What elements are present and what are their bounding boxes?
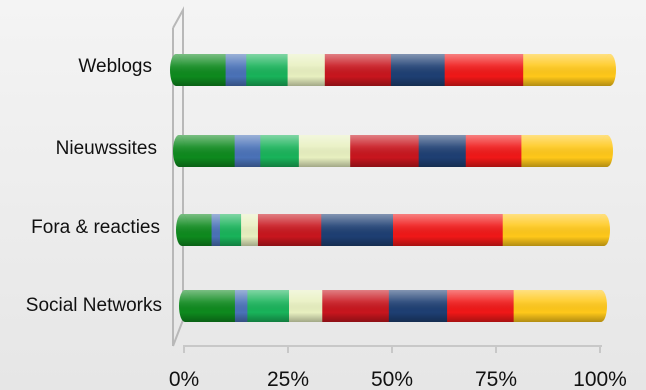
- category-label-fora-reacties: Fora & reacties: [31, 217, 160, 238]
- x-tick-label-50: 50%: [371, 368, 413, 390]
- bar-cap-shading-social-networks: [595, 290, 607, 322]
- bar-cap-shading-fora-reacties: [598, 214, 610, 246]
- bars-layer: [170, 54, 616, 322]
- bar-cap-shading-weblogs: [170, 54, 182, 86]
- bar-shading-social-networks: [185, 290, 601, 322]
- bar-cap-shading-social-networks: [179, 290, 191, 322]
- chart-floor-front: [172, 319, 184, 347]
- x-tick-label-25: 25%: [267, 368, 309, 390]
- category-label-social-networks: Social Networks: [26, 295, 162, 316]
- bar-cap-shading-nieuwssites: [601, 135, 613, 167]
- category-label-weblogs: Weblogs: [78, 56, 152, 77]
- bar-shading-weblogs: [176, 54, 610, 86]
- bar-cap-shading-nieuwssites: [173, 135, 185, 167]
- x-axis-ticks: [183, 346, 601, 353]
- x-tick-label-100: 100%: [573, 368, 627, 390]
- category-label-nieuwssites: Nieuwssites: [56, 138, 157, 159]
- bar-shading-nieuwssites: [179, 135, 607, 167]
- x-tick-label-75: 75%: [475, 368, 517, 390]
- bar-cap-shading-fora-reacties: [176, 214, 188, 246]
- bar-shading-fora-reacties: [182, 214, 604, 246]
- x-tick-label-0: 0%: [169, 368, 199, 390]
- bar-cap-shading-weblogs: [604, 54, 616, 86]
